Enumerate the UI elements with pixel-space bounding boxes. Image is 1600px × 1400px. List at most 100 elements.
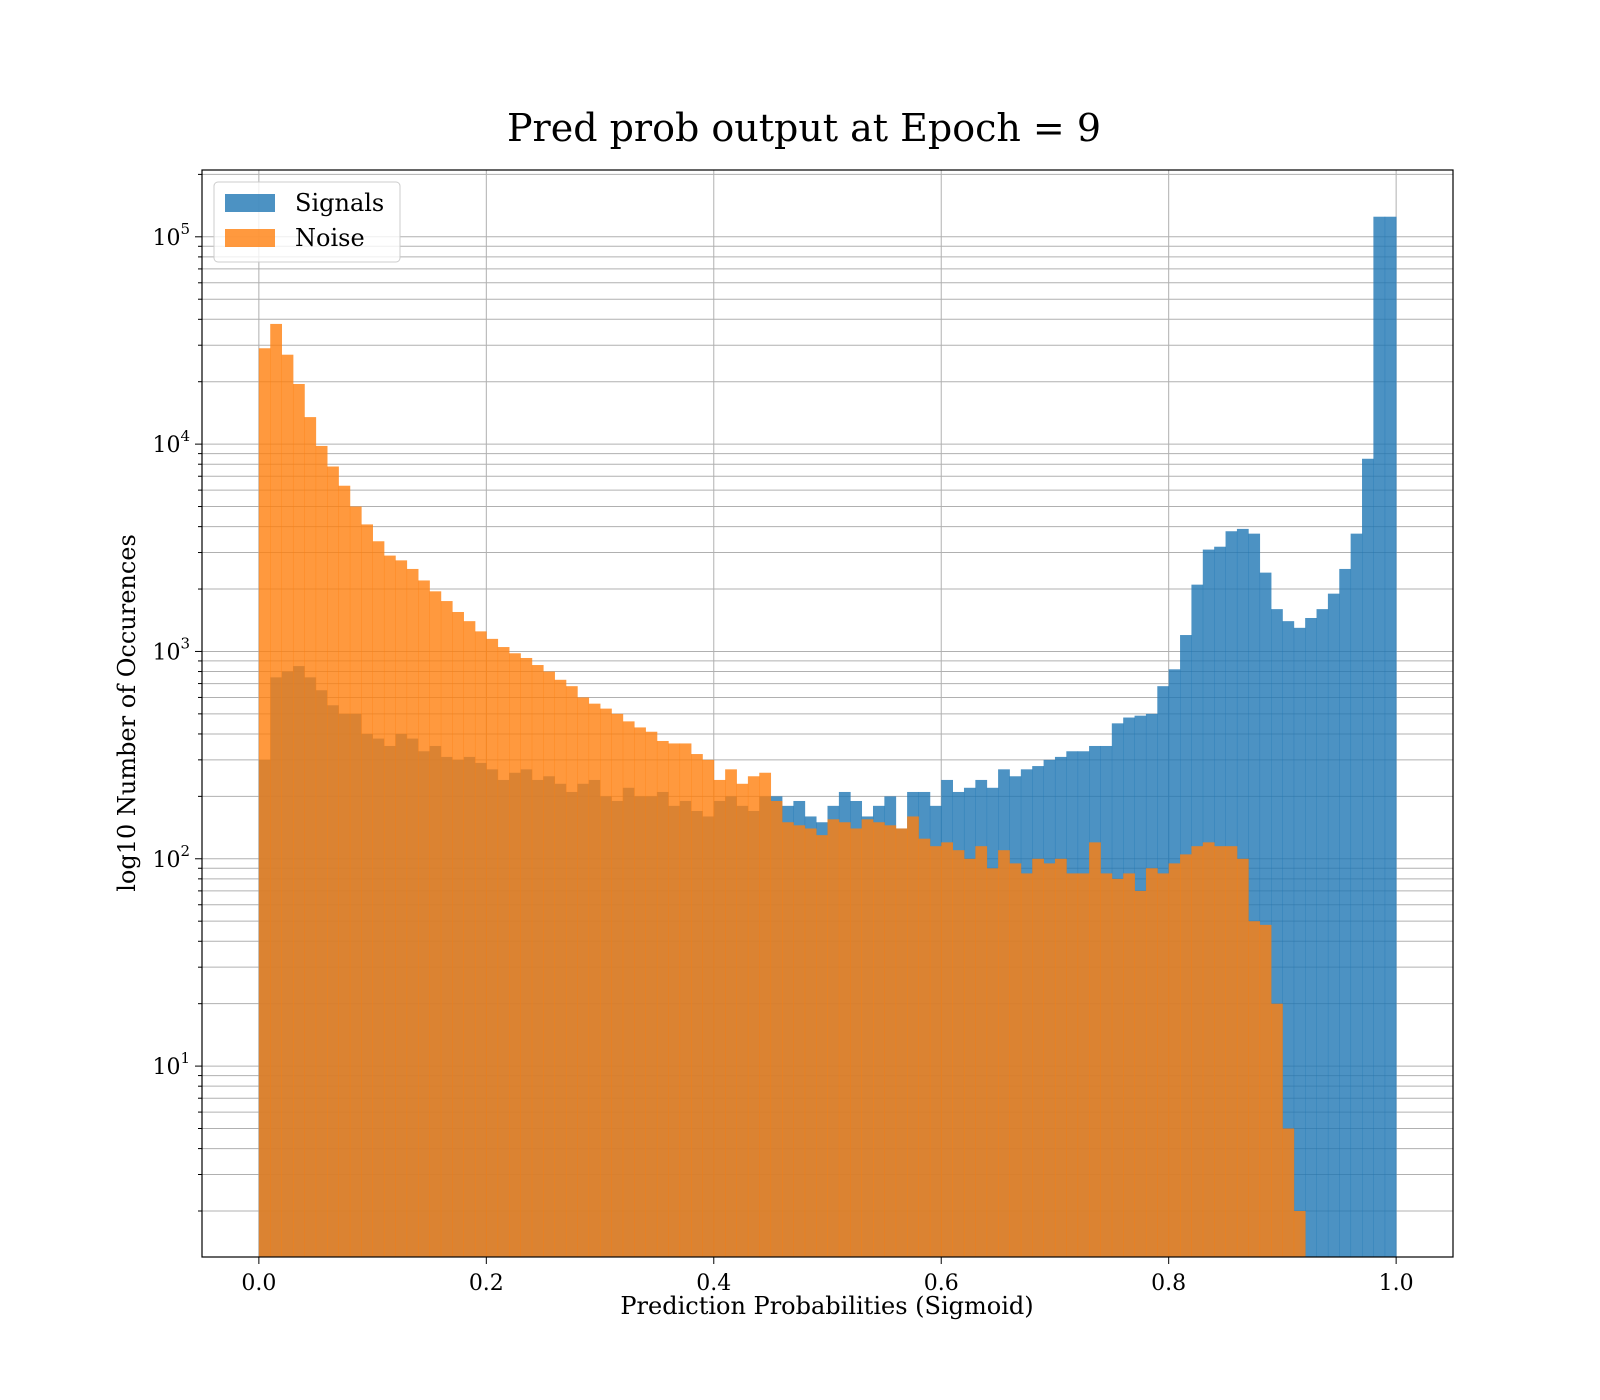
histogram-bar [850,828,863,1257]
y-tick-label: 103 [152,634,190,665]
histogram-bar [1191,846,1204,1257]
y-tick-label: 102 [152,842,190,873]
y-tick-base: 10 [152,226,180,251]
histogram-bar [281,354,294,1257]
histogram-bar [338,485,351,1257]
histogram-bar [668,743,681,1257]
y-tick-label: 105 [152,220,190,251]
histogram-bar [292,383,305,1258]
legend-label-signals: Signals [295,189,384,217]
histogram-bar [872,822,885,1257]
histogram-bar [1362,458,1374,1257]
histogram-bar [1145,868,1158,1257]
y-tick-exponent: 4 [180,427,190,445]
histogram-bar [1305,617,1317,1257]
histogram-bar [941,842,953,1257]
histogram-bar [895,828,908,1257]
histogram-bar [702,759,715,1257]
histogram-bar [258,348,271,1257]
histogram-bar [1123,873,1135,1257]
histogram-bar [1259,924,1272,1257]
histogram-bar [1066,873,1079,1257]
y-tick-label: 101 [152,1049,190,1080]
y-tick-base: 10 [152,1055,180,1080]
histogram-bar [1259,572,1272,1257]
histogram-bar [1248,921,1261,1257]
y-tick-exponent: 2 [180,842,190,860]
histogram-bar [782,822,794,1257]
plot-area-frame [201,169,1454,1258]
histogram-bar [440,601,453,1257]
x-tick-label: 1.0 [1379,1271,1414,1296]
histogram-bar [1384,216,1397,1258]
y-tick-base: 10 [152,433,180,458]
histogram-bar [1043,863,1056,1257]
histogram-bar [1009,863,1022,1257]
histogram-bar [1271,1003,1283,1257]
histogram-bar [725,769,737,1257]
histogram-bar [1157,873,1170,1257]
legend-swatch-signals [225,194,275,212]
histogram-bar [497,647,510,1257]
histogram-bar [1236,858,1249,1257]
histogram-bar [600,708,612,1257]
legend-swatch-noise [225,229,275,247]
histogram-bar [952,850,965,1257]
histogram-bar [975,846,988,1257]
histogram-bar [929,846,942,1257]
histogram-bar [793,825,806,1257]
histogram-bar [1350,533,1363,1257]
histogram-bar [679,743,692,1257]
histogram-bar [270,323,283,1257]
histogram-bar [816,835,828,1257]
histogram-bar [918,838,931,1257]
histogram-bar [315,445,328,1257]
histogram-bar [827,819,840,1257]
histogram-bar [349,506,362,1258]
histogram-bar [1271,609,1283,1257]
histogram-bar [634,727,646,1257]
histogram-bar [963,858,976,1257]
histogram-bar [543,671,555,1257]
histogram-bar [804,828,817,1257]
x-tick-label: 0.0 [241,1271,276,1296]
histogram-bar [759,772,772,1257]
histogram-bar [520,657,533,1257]
histogram-bar [1293,627,1306,1257]
histogram-bar [1100,873,1113,1257]
histogram-bar [691,754,703,1257]
histogram-bar [1180,854,1192,1257]
histogram-bar [474,631,487,1257]
histogram-bar [770,800,783,1257]
histogram-bar [486,638,499,1257]
x-tick-label: 0.2 [469,1271,504,1296]
y-tick-base: 10 [152,848,180,873]
histogram-bar [509,653,521,1257]
histogram-bar [577,697,590,1257]
histogram-bar [736,783,749,1257]
histogram-bar [418,580,430,1257]
y-tick-exponent: 5 [180,220,190,238]
y-tick-exponent: 3 [180,634,190,652]
x-tick-label: 0.6 [924,1271,959,1296]
histogram-bar [1282,621,1295,1257]
legend: Signals Noise [213,181,401,263]
histogram-bar [622,721,635,1257]
y-tick-base: 10 [152,640,180,665]
legend-label-noise: Noise [295,224,365,252]
histogram-bar [554,679,567,1257]
histogram-bar [838,822,851,1257]
histogram-bar [1339,568,1352,1257]
histogram-bar [1225,846,1238,1257]
histogram-bar [1293,1211,1306,1257]
histogram-bar [998,850,1010,1257]
y-axis-label: log10 Number of Occurences [113,534,141,892]
histogram-bar [383,555,396,1257]
histogram-bar [986,868,999,1257]
histogram-bar [1077,873,1090,1257]
histogram-bar [429,591,442,1257]
histogram-bar [406,568,419,1257]
histogram-bar [1111,878,1124,1257]
histogram-bar [361,524,373,1257]
